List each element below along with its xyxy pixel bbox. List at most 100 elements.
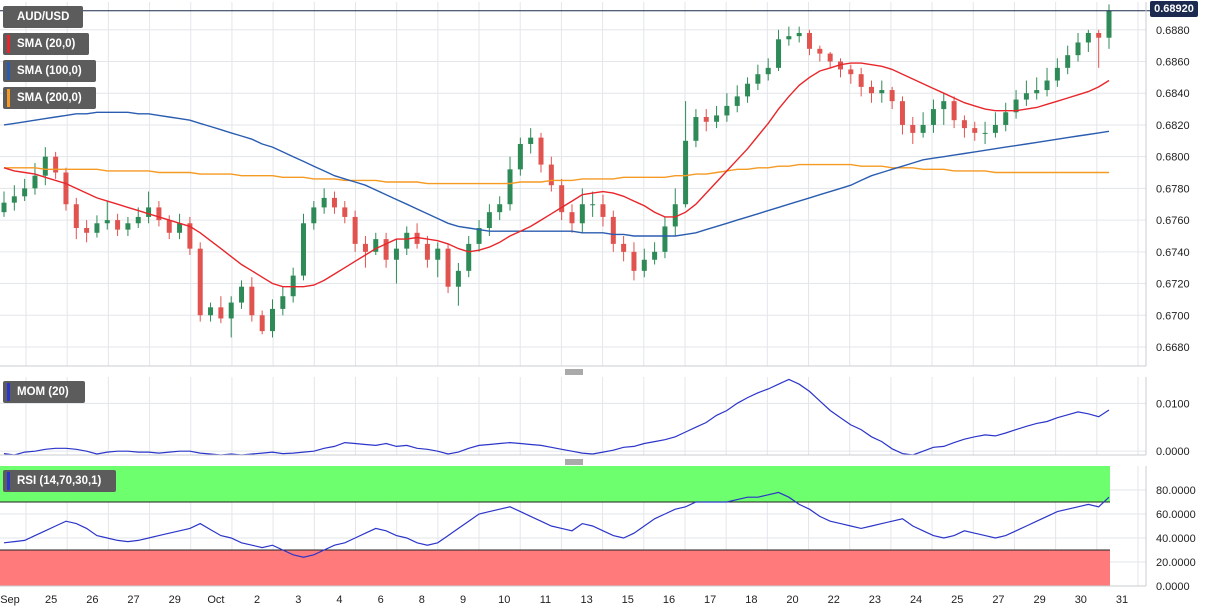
candle-body (910, 124, 916, 133)
candle-body (889, 90, 895, 102)
candle-body (683, 140, 689, 205)
candle-body (290, 275, 296, 297)
candle-body (579, 204, 585, 224)
candle-body (208, 307, 214, 316)
rsi-tick-label: 0.0000 (1156, 581, 1190, 593)
time-tick-label: 4 (336, 594, 342, 606)
time-tick-label: Sep (0, 594, 20, 606)
mom-swatch (7, 383, 10, 401)
candle-body (373, 239, 379, 252)
candle-body (466, 243, 472, 271)
sma100-legend-label: SMA (100,0) (17, 65, 82, 77)
time-tick-label: 30 (1075, 594, 1087, 606)
price-tick-label: 0.6700 (1156, 310, 1190, 322)
candle-body (745, 83, 751, 97)
candle-body (239, 286, 245, 303)
candle-body (1096, 32, 1102, 38)
candle-body (930, 109, 936, 125)
sma200-legend[interactable]: SMA (200,0) (3, 87, 96, 109)
time-tick-label: 11 (540, 594, 551, 606)
candle-body (1034, 90, 1040, 94)
candle-body (197, 248, 203, 316)
candle-body (1065, 55, 1071, 68)
price-tick-label: 0.6880 (1156, 25, 1190, 37)
candle-body (652, 251, 658, 260)
candle-body (827, 53, 833, 62)
sma100-legend[interactable]: SMA (100,0) (3, 60, 96, 82)
candle-body (1106, 10, 1112, 38)
rsi-legend-label: RSI (14,70,30,1) (17, 475, 102, 487)
time-tick-label: 27 (127, 594, 139, 606)
rsi-tick-label: 40.0000 (1156, 533, 1196, 545)
candle-body (331, 197, 337, 208)
candle-body (404, 232, 410, 249)
mom-legend[interactable]: MOM (20) (3, 381, 85, 403)
candle-body (187, 223, 193, 249)
axis-labels: 0.6880 0.6860 0.6840 0.6820 0.6800 0.6780 0.67… (0, 25, 1196, 606)
rsi-tick-label: 80.0000 (1156, 485, 1196, 497)
candle-body (631, 251, 637, 271)
price-tick-label: 0.6780 (1156, 183, 1190, 195)
candle-body (714, 115, 720, 122)
candle-body (992, 124, 998, 133)
candle-body (146, 207, 152, 217)
rsi-overbought-zone (0, 466, 1110, 502)
rsi-tick-label: 60.0000 (1156, 509, 1196, 521)
candle-body (559, 185, 565, 213)
sma20-legend[interactable]: SMA (20,0) (3, 33, 89, 55)
candle-body (776, 39, 782, 68)
rsi-legend[interactable]: RSI (14,70,30,1) (3, 470, 116, 492)
candle-body (858, 74, 864, 87)
candle-body (807, 32, 813, 49)
time-tick-label: 22 (828, 594, 840, 606)
candle-body (156, 207, 162, 221)
candle-body (486, 212, 492, 229)
candle-body (393, 248, 399, 260)
time-tick-label: 15 (622, 594, 634, 606)
candle-body (73, 204, 79, 229)
symbol-legend-label: AUD/USD (17, 11, 70, 23)
candle-body (311, 207, 317, 224)
price-tick-label: 0.6720 (1156, 279, 1190, 291)
price-tick-label: 0.6760 (1156, 215, 1190, 227)
candle-body (734, 96, 740, 106)
sma200-swatch (7, 89, 10, 107)
candle-body (342, 207, 348, 217)
oscillator-lines (3, 378, 1110, 558)
symbol-legend[interactable]: AUD/USD (3, 6, 83, 28)
candle-body (166, 220, 172, 233)
time-tick-label: Oct (207, 594, 224, 606)
time-tick-label: 20 (786, 594, 798, 606)
candle-body (538, 137, 544, 165)
time-tick-label: 27 (992, 594, 1004, 606)
price-tick-label: 0.6740 (1156, 247, 1190, 259)
candle-body (528, 137, 534, 144)
candle-body (548, 164, 554, 186)
candle-body (455, 270, 461, 287)
candle-body (786, 36, 792, 40)
candle-body (672, 204, 678, 227)
rsi-line (3, 491, 1110, 558)
candle-body (837, 61, 843, 70)
mom-tick-label: 0.0100 (1156, 398, 1190, 410)
last-price-label: 0.68920 (1150, 1, 1198, 17)
sma20-line (3, 62, 1110, 288)
candle-body (879, 90, 885, 94)
candle-body (53, 156, 59, 173)
time-tick-label: 24 (910, 594, 922, 606)
time-tick-label: 31 (1116, 594, 1128, 606)
candle-body (280, 296, 286, 309)
time-tick-label: 18 (745, 594, 757, 606)
sma100-swatch (7, 62, 10, 80)
candle-body (951, 101, 957, 121)
candle-body (84, 228, 90, 233)
time-tick-label: 16 (663, 594, 675, 606)
candle-body (920, 124, 926, 133)
pane-frames (0, 2, 1147, 587)
sma200-legend-label: SMA (200,0) (17, 92, 82, 104)
candle-body (424, 243, 430, 260)
candle-body (703, 117, 709, 122)
candle-body (868, 86, 874, 94)
time-tick-label: 25 (951, 594, 963, 606)
